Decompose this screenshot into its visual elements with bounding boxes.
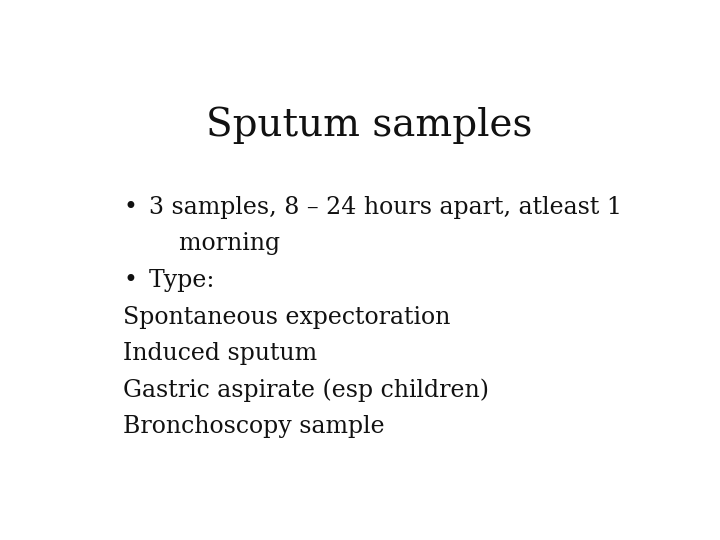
Text: Bronchoscopy sample: Bronchoscopy sample	[124, 415, 385, 438]
Text: 3 samples, 8 – 24 hours apart, atleast 1: 3 samples, 8 – 24 hours apart, atleast 1	[148, 196, 621, 219]
Text: morning: morning	[148, 232, 279, 255]
Text: •: •	[124, 196, 138, 219]
Text: Spontaneous expectoration: Spontaneous expectoration	[124, 306, 451, 328]
Text: Gastric aspirate (esp children): Gastric aspirate (esp children)	[124, 379, 490, 402]
Text: Induced sputum: Induced sputum	[124, 342, 318, 365]
Text: Type:: Type:	[148, 269, 215, 292]
Text: •: •	[124, 269, 138, 292]
Text: Sputum samples: Sputum samples	[206, 106, 532, 144]
